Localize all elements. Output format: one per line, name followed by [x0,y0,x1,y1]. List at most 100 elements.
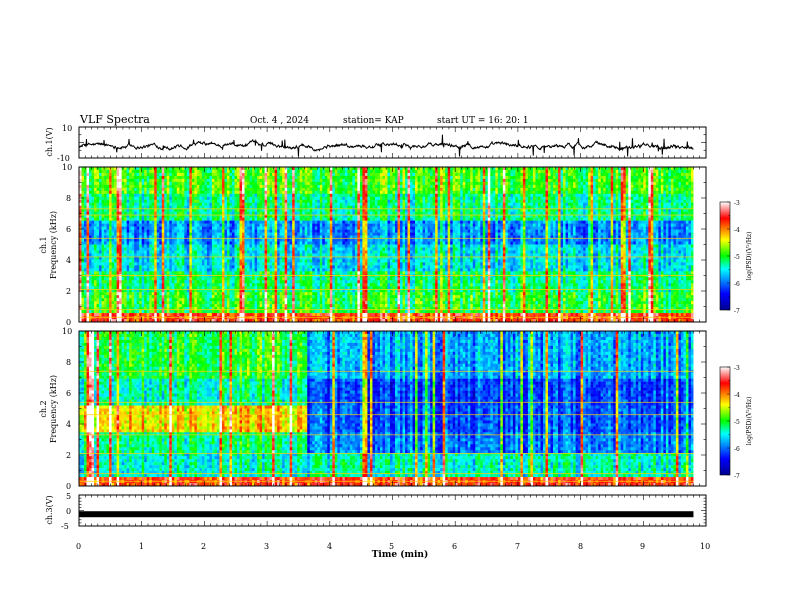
spectrogram-cell [267,196,270,201]
spectrogram-cell [322,190,326,195]
spectrogram-cell [229,199,233,204]
spectrogram-cell [337,178,341,183]
spectrogram-cell [144,199,147,204]
spectrogram-cell [560,181,564,186]
spectrogram-cell [254,187,258,192]
spectrogram-cell [372,184,376,189]
spectrogram-cell [482,214,486,218]
spectrogram-cell [166,193,170,198]
spectrogram-cell [623,190,626,195]
spectrogram-cell [595,211,599,215]
spectrogram-cell [274,223,278,227]
spectrogram-cell [297,220,300,224]
spectrogram-cell [104,175,107,180]
spectrogram-cell [595,167,599,171]
spectrogram-cell [234,208,238,212]
spectrogram-cell [532,211,536,215]
spectrogram-cell [613,220,616,224]
spectrogram-cell [84,202,87,206]
spectrogram-cell [337,187,341,192]
spectrogram-cell [387,184,391,189]
spectrogram-cell [289,167,293,171]
spectrogram-cell [211,181,215,186]
spectrogram-cell [287,208,290,212]
spectrogram-cell [224,208,228,212]
spectrogram-cell [512,199,516,204]
ch1-waveform-line [78,134,694,157]
spectrogram-cell [357,211,361,215]
spectrogram-cell [267,178,270,183]
spectrogram-cell [126,211,130,215]
spectrogram-cell [415,167,418,171]
spectrogram-cell [101,169,105,174]
spectrogram-cell [384,217,388,221]
spectrogram-cell [181,193,185,198]
spectrogram-cell [397,217,401,221]
spectrogram-cell [186,199,190,204]
spectrogram-cell [317,223,321,227]
spectrogram-cell [382,220,386,224]
spectrogram-cell [395,217,398,221]
spectrogram-cell [593,199,596,204]
spectrogram-cell [284,217,288,221]
spectrogram-cell [332,220,336,224]
spectrogram-cell [613,181,616,186]
spectrogram-cell [146,172,150,177]
spectrogram-cell [344,172,348,177]
spectrogram-cell [630,187,634,192]
spectrogram-cell [379,184,383,189]
spectrogram-cell [114,190,117,195]
spectrogram-cell [497,178,501,183]
spectrogram-cell [400,181,403,186]
spectrogram-cell [492,178,496,183]
spectrogram-cell [141,175,145,180]
spectrogram-cell [277,178,280,183]
spectrogram-cell [588,199,591,204]
spectrogram-cell [362,193,366,198]
spectrogram-cell [274,199,278,204]
spectrogram-cell [262,208,265,212]
spectrogram-cell [525,193,529,198]
spectrogram-cell [480,199,484,204]
spectrogram-cell [284,220,288,224]
spectrogram-cell [279,223,283,227]
spectrogram-cell [114,196,117,201]
spectrogram-cell [400,199,403,204]
spectrogram-cell [384,202,388,206]
spectrogram-cell [166,223,170,227]
spectrogram-cell [344,211,348,215]
spectrogram-cell [618,193,621,198]
spectrogram-cell [369,184,373,189]
spectrogram-cell [548,214,551,218]
spectrogram-cell [319,220,323,224]
spectrogram-cell [670,167,674,171]
spectrogram-cell [199,196,203,201]
spectrogram-cell [537,172,541,177]
spectrogram-cell [349,172,353,177]
spectrogram-cell [497,220,501,224]
spectrogram-cell [149,205,152,209]
spectrogram-cell [563,217,566,221]
spectrogram-cell [89,220,92,224]
spectrogram-cell [364,187,368,192]
spectrogram-cell [141,202,145,206]
spectrogram-cell [615,167,619,171]
spectrogram-cell [134,199,137,204]
spectrogram-cell [264,181,268,186]
spectrogram-cell [670,178,674,183]
spectrogram-cell [477,205,481,209]
spectrogram-cell [673,175,677,180]
spectrogram-cell [114,220,117,224]
spectrogram-cell [374,205,378,209]
spectrogram-cell [630,172,634,177]
spectrogram-cell [342,205,346,209]
spectrogram-cell [279,190,283,195]
spectrogram-cell [452,190,456,195]
spectrogram-cell [620,208,624,212]
spectrogram-cell [598,187,601,192]
spectrogram-cell [252,169,255,174]
spectrogram-cell [405,202,408,206]
spectrogram-cell [573,214,576,218]
spectrogram-cell [342,217,346,221]
spectrogram-cell [482,193,486,198]
